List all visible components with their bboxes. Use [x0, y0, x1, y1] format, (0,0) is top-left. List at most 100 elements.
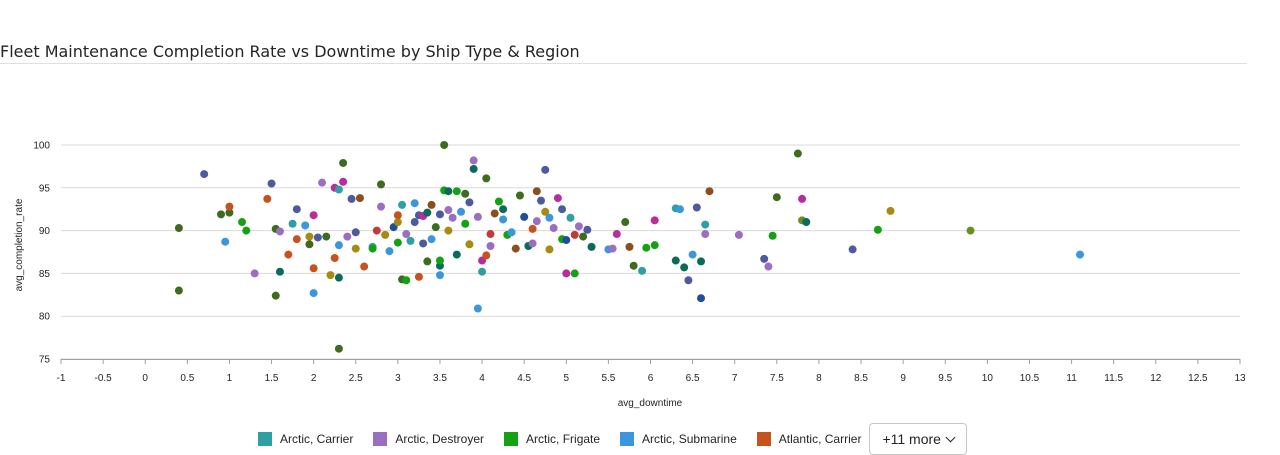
- data-point: [217, 210, 226, 219]
- data-point: [292, 205, 301, 214]
- x-tick-label: 8.5: [854, 373, 868, 384]
- data-point: [465, 240, 474, 249]
- data-point: [414, 272, 423, 281]
- data-point: [541, 207, 550, 216]
- data-point: [275, 227, 284, 236]
- data-point: [435, 271, 444, 280]
- more-legend-button[interactable]: +11 more: [869, 423, 967, 455]
- data-point: [701, 220, 710, 229]
- data-point: [334, 241, 343, 250]
- x-tick-label: 4.5: [517, 373, 531, 384]
- data-point: [562, 269, 571, 278]
- x-tick-label: 0.5: [180, 373, 194, 384]
- x-tick-label: 8: [816, 373, 822, 384]
- data-point: [587, 242, 596, 251]
- data-point: [200, 170, 209, 179]
- legend-swatch: [258, 432, 272, 446]
- data-point: [385, 247, 394, 256]
- legend-swatch: [756, 432, 771, 446]
- data-point: [625, 242, 634, 251]
- y-axis-label: avg_completion_rate: [14, 198, 25, 291]
- data-point: [545, 213, 554, 222]
- data-point: [334, 344, 343, 353]
- data-point: [671, 256, 680, 265]
- data-point: [760, 254, 769, 263]
- data-point: [368, 244, 377, 253]
- data-point: [1075, 250, 1084, 259]
- data-point: [579, 232, 588, 241]
- x-tick-label: 6: [648, 373, 654, 384]
- data-point: [440, 141, 449, 149]
- data-point: [444, 206, 453, 215]
- legend-label: Arctic, Carrier: [280, 432, 354, 446]
- data-point: [848, 245, 857, 254]
- x-tick-label: 9.5: [938, 373, 952, 384]
- data-point: [372, 226, 381, 235]
- data-point: [275, 267, 284, 276]
- data-point: [427, 235, 436, 244]
- x-tick-label: 5.5: [601, 373, 615, 384]
- legend-item[interactable]: Arctic, Submarine: [620, 432, 737, 446]
- data-point: [520, 212, 529, 221]
- data-point: [343, 232, 352, 241]
- data-point: [793, 149, 802, 158]
- data-point: [482, 174, 491, 183]
- data-point: [301, 221, 310, 230]
- data-point: [680, 263, 689, 272]
- data-point: [642, 243, 651, 252]
- legend-item[interactable]: Arctic, Frigate: [504, 432, 600, 446]
- data-point: [347, 194, 356, 203]
- more-legend-label: +11 more: [882, 431, 941, 447]
- data-point: [431, 223, 440, 232]
- y-axis: 75 80 85 90 95 100: [33, 141, 50, 366]
- data-point: [305, 240, 314, 249]
- legend-item[interactable]: Arctic, Carrier: [258, 432, 353, 446]
- data-point: [452, 187, 461, 196]
- x-tick-label: 9: [900, 373, 906, 384]
- data-point: [490, 209, 499, 218]
- data-point: [570, 269, 579, 278]
- data-point: [419, 239, 428, 248]
- data-point: [305, 232, 314, 241]
- data-point: [486, 242, 495, 251]
- data-point: [798, 194, 807, 203]
- data-point: [410, 199, 419, 208]
- data-point: [250, 269, 259, 278]
- data-point: [553, 194, 562, 203]
- x-tick-label: 0: [142, 373, 148, 384]
- data-point: [802, 218, 811, 227]
- data-point: [537, 196, 546, 205]
- data-point: [558, 205, 567, 214]
- data-point: [621, 218, 630, 227]
- x-axis-label: avg_downtime: [618, 398, 683, 409]
- data-point: [532, 187, 541, 196]
- data-point: [444, 226, 453, 235]
- data-point: [684, 276, 693, 285]
- data-point: [309, 211, 318, 220]
- x-tick-label: 2.5: [349, 373, 363, 384]
- data-point: [435, 256, 444, 265]
- data-point: [473, 212, 482, 221]
- legend: Arctic, Carrier Arctic, Destroyer Arctic…: [258, 423, 967, 455]
- legend-item[interactable]: Atlantic, Carrier: [756, 432, 861, 446]
- data-point: [284, 250, 293, 259]
- data-point: [238, 218, 247, 227]
- data-point: [469, 164, 478, 173]
- data-point: [528, 224, 537, 233]
- x-tick-label: 7: [732, 373, 738, 384]
- data-point: [515, 191, 524, 200]
- data-point: [486, 230, 495, 239]
- y-tick-label: 80: [39, 312, 51, 323]
- data-point: [873, 225, 882, 234]
- data-point: [650, 241, 659, 250]
- data-point: [465, 198, 474, 207]
- data-point: [768, 231, 777, 240]
- gridlines: [61, 144, 1240, 360]
- scatter-chart: -1 -0.5 0 0.5 1 1.5 2 2.5 3 3.5 4 4.5 5 5.5 6 6.5 7 7.5 8 8…: [14, 141, 1246, 410]
- legend-item[interactable]: Arctic, Destroyer: [373, 432, 484, 446]
- data-point: [688, 250, 697, 259]
- x-tick-label: 2: [311, 373, 317, 384]
- data-point: [377, 202, 386, 211]
- data-point: [734, 230, 743, 239]
- legend-label: Arctic, Submarine: [642, 432, 737, 446]
